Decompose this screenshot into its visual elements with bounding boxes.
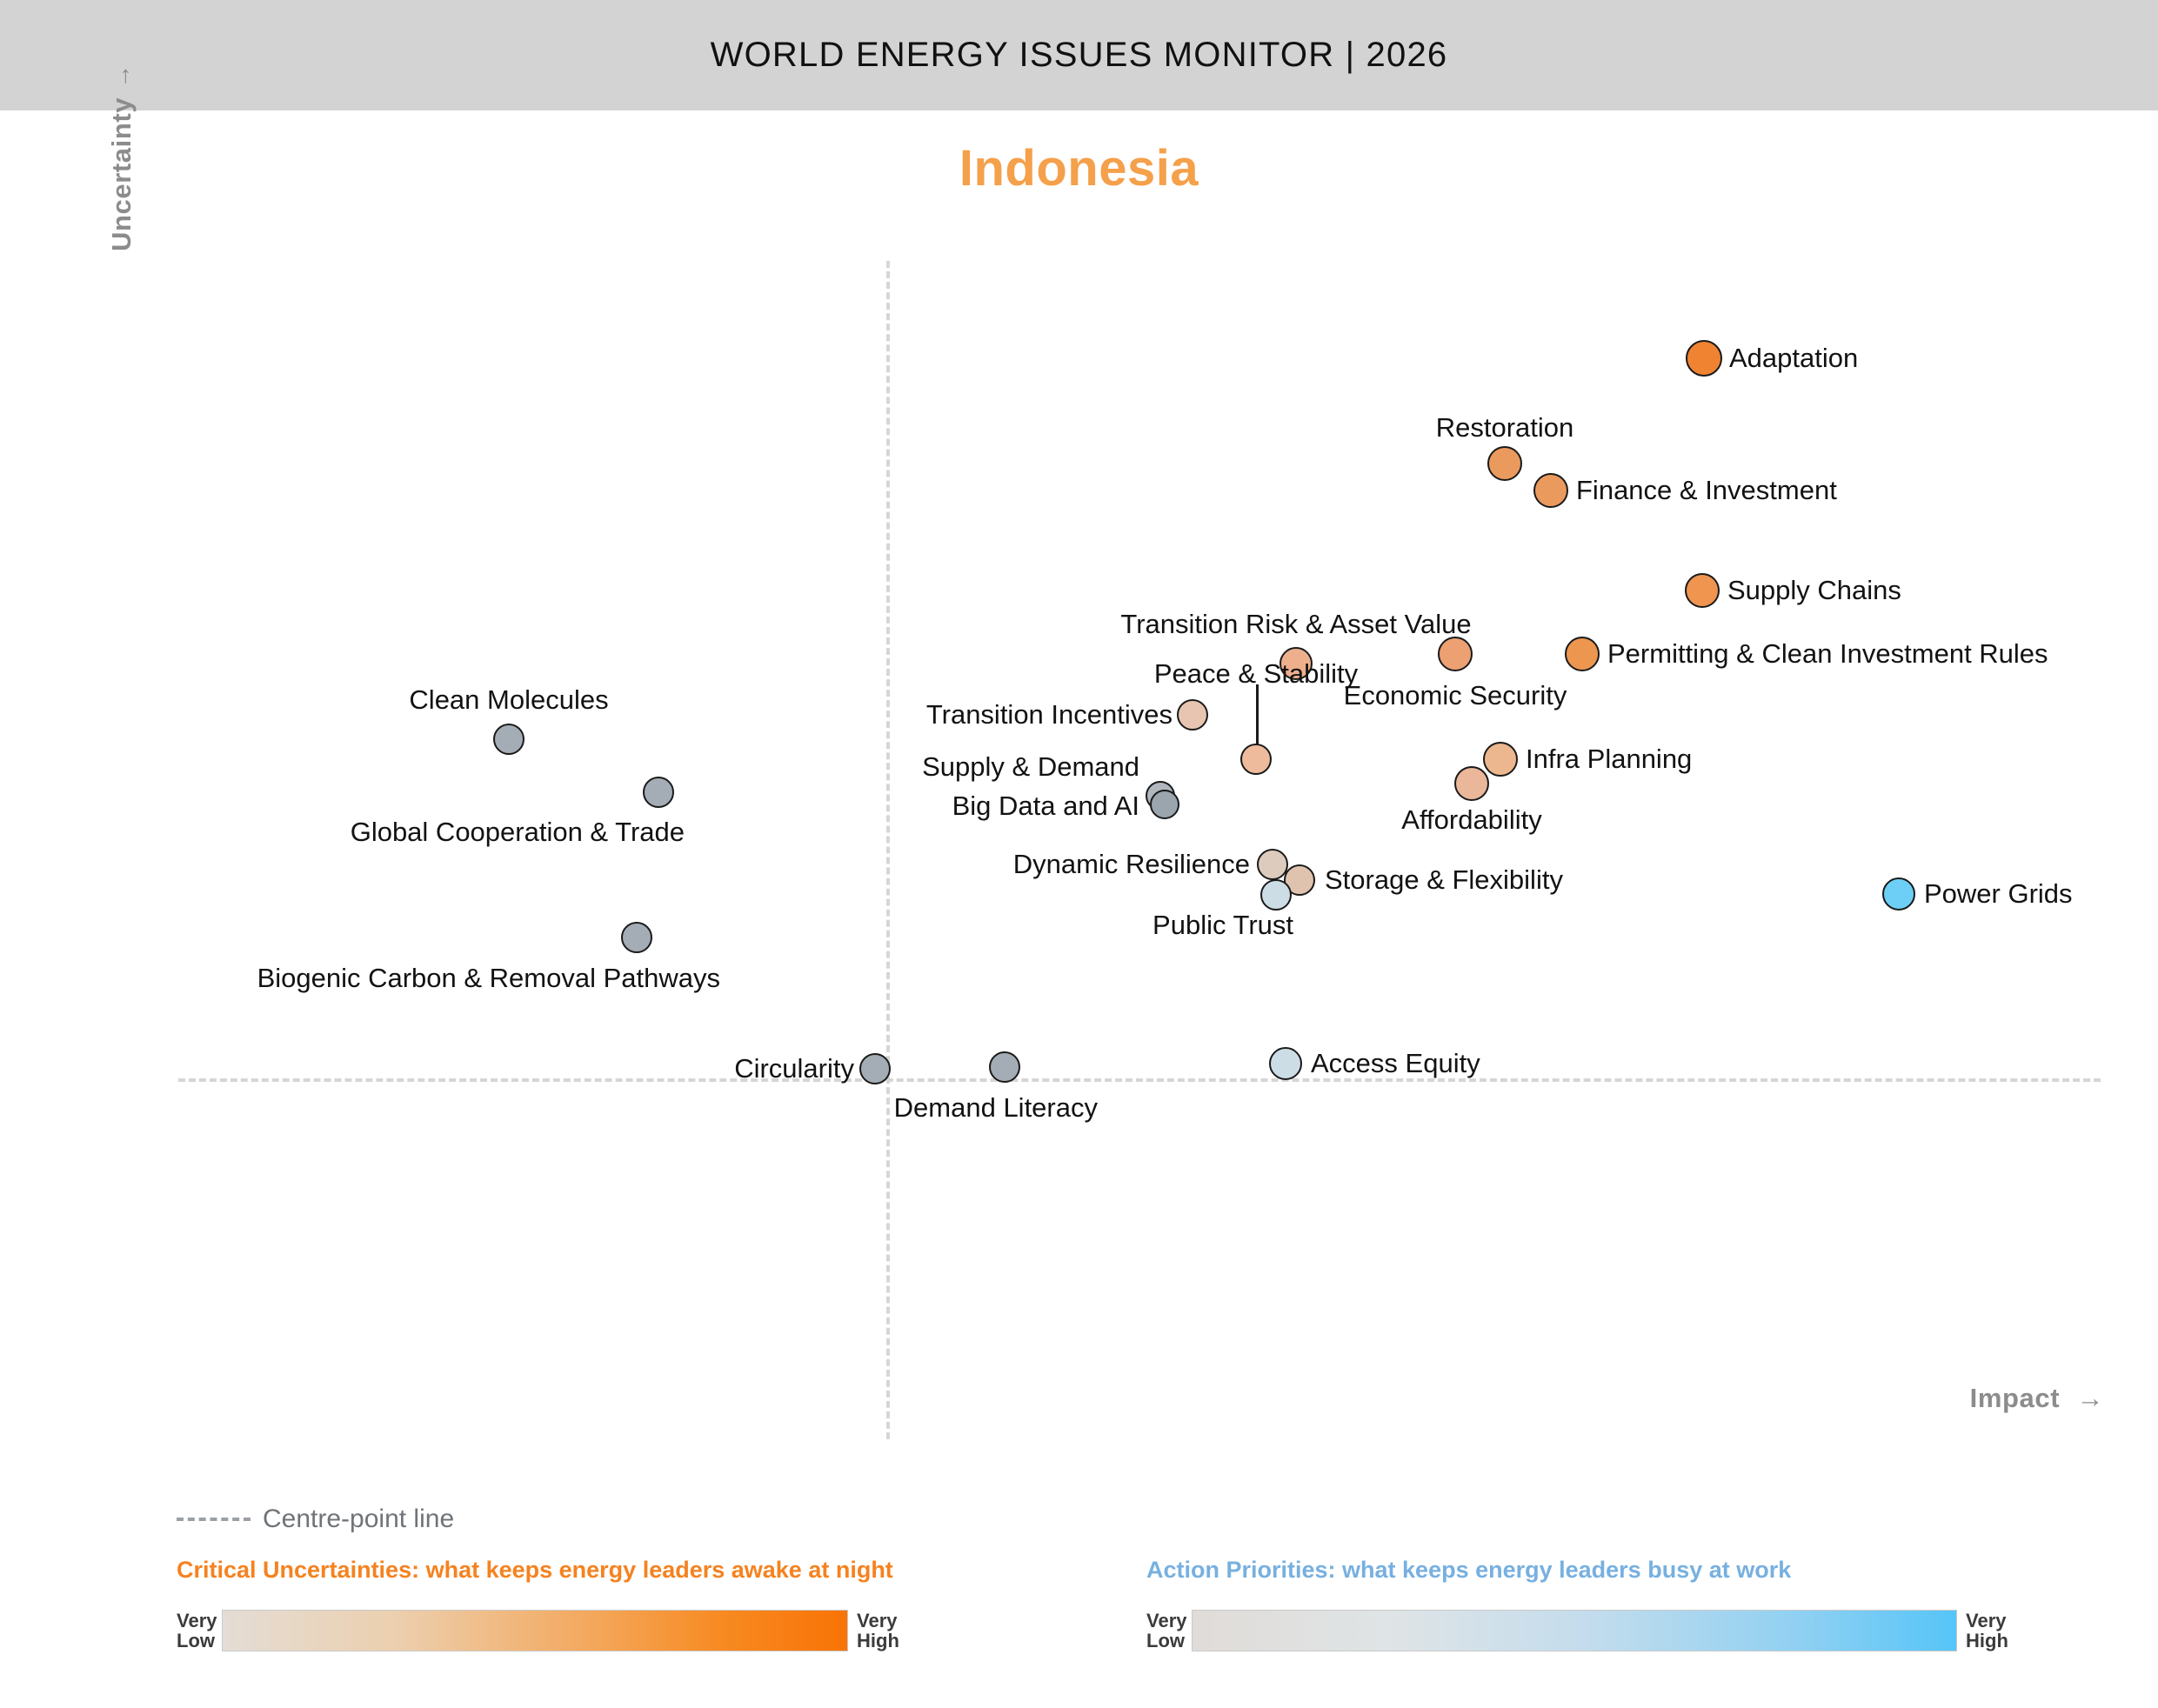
x-axis-label: Impact →	[1970, 1383, 2104, 1414]
bubble-label-demand-literacy: Demand Literacy	[893, 1092, 1098, 1123]
bubble-supply-chains[interactable]	[1685, 573, 1720, 608]
bubble-permitting[interactable]	[1565, 637, 1600, 671]
bubble-affordability[interactable]	[1454, 766, 1489, 801]
bubble-label-biogenic-carbon: Biogenic Carbon & Removal Pathways	[257, 963, 720, 993]
bubble-dynamic-resilience[interactable]	[1257, 849, 1288, 880]
legend-uncertainties-low-line1: Very	[177, 1609, 217, 1631]
bubble-label-circularity: Circularity	[734, 1053, 854, 1084]
legend-uncertainties-low-line2: Low	[177, 1630, 215, 1651]
bubble-economic-security[interactable]	[1438, 637, 1473, 671]
bubble-label-clean-molecules: Clean Molecules	[409, 684, 609, 715]
bubble-label-supply-chains: Supply Chains	[1727, 575, 1901, 605]
legend-priorities-low-line2: Low	[1146, 1630, 1185, 1651]
dashed-line-icon	[177, 1518, 251, 1521]
legend-uncertainties-high-line1: Very	[857, 1609, 898, 1631]
bubble-demand-literacy[interactable]	[989, 1051, 1020, 1083]
legend-priorities-low-line1: Very	[1146, 1609, 1187, 1631]
centre-point-horizontal-line	[178, 1078, 2101, 1082]
bubble-access-equity[interactable]	[1269, 1047, 1302, 1080]
bubble-peace-stability[interactable]	[1240, 744, 1272, 775]
bubble-label-global-cooperation: Global Cooperation & Trade	[350, 817, 685, 847]
bubble-transition-incentives[interactable]	[1177, 699, 1208, 731]
bubble-label-big-data-ai: Big Data and AI	[952, 791, 1139, 821]
bubble-label-public-trust: Public Trust	[1152, 910, 1293, 940]
bubble-storage-flexibility[interactable]	[1284, 864, 1315, 896]
bubble-biogenic-carbon[interactable]	[621, 922, 652, 953]
centre-point-line-label: Centre-point line	[263, 1505, 455, 1533]
bubble-label-finance-investment: Finance & Investment	[1576, 475, 1837, 505]
bubble-label-economic-security: Economic Security	[1343, 680, 1567, 711]
bubble-public-trust[interactable]	[1260, 879, 1292, 911]
bubble-label-storage-flexibility: Storage & Flexibility	[1325, 864, 1563, 895]
bubble-label-peace-stability: Peace & Stability	[1153, 658, 1359, 689]
bubble-finance-investment[interactable]	[1533, 473, 1568, 508]
legend-uncertainties-low: Very Low	[177, 1610, 222, 1651]
bubble-restoration[interactable]	[1487, 446, 1522, 481]
bubble-big-data-ai[interactable]	[1150, 790, 1179, 819]
bubble-label-power-grids: Power Grids	[1924, 878, 2073, 909]
legend-priorities-heading: Action Priorities: what keeps energy lea…	[1146, 1557, 1792, 1583]
legend-uncertainties-gradient-bar	[222, 1610, 848, 1651]
bubble-label-infra-planning: Infra Planning	[1526, 744, 1693, 774]
header-bar: WORLD ENERGY ISSUES MONITOR | 2026	[0, 0, 2158, 110]
bubble-label-affordability: Affordability	[1401, 804, 1542, 835]
legend-uncertainties-high: Very High	[857, 1610, 902, 1651]
legend-priorities-low: Very Low	[1146, 1610, 1192, 1651]
legend-priorities-high-line1: Very	[1966, 1609, 2007, 1631]
bubble-power-grids[interactable]	[1882, 877, 1915, 911]
bubble-adaptation[interactable]	[1686, 340, 1722, 377]
bubble-label-dynamic-resilience: Dynamic Resilience	[1012, 849, 1250, 879]
bubble-transition-risk[interactable]	[1279, 647, 1313, 680]
legend-priorities-high: Very High	[1966, 1610, 2011, 1651]
arrow-right-icon: →	[2076, 1383, 2104, 1413]
leader-line-peace-stability	[1256, 684, 1259, 759]
legend-uncertainties: Critical Uncertainties: what keeps energ…	[177, 1557, 1046, 1651]
bubble-circularity[interactable]	[859, 1053, 891, 1084]
legend-priorities: Action Priorities: what keeps energy lea…	[1146, 1557, 2016, 1651]
bubble-label-permitting: Permitting & Clean Investment Rules	[1607, 638, 2048, 669]
bubble-label-restoration: Restoration	[1435, 412, 1574, 443]
legend: Centre-point line Critical Uncertainties…	[0, 1505, 2158, 1708]
bubble-global-cooperation[interactable]	[643, 777, 674, 808]
legend-priorities-high-line2: High	[1966, 1630, 2008, 1651]
bubble-infra-planning[interactable]	[1483, 742, 1518, 777]
legend-uncertainties-scale: Very Low Very High	[177, 1610, 1046, 1651]
legend-uncertainties-high-line2: High	[857, 1630, 899, 1651]
page-title: WORLD ENERGY ISSUES MONITOR | 2026	[710, 36, 1448, 74]
country-title: Indonesia	[959, 140, 1199, 197]
legend-uncertainties-heading: Critical Uncertainties: what keeps energ…	[177, 1557, 893, 1583]
legend-priorities-scale: Very Low Very High	[1146, 1610, 2016, 1651]
bubble-label-transition-risk: Transition Risk & Asset Value	[1120, 609, 1472, 639]
legend-priorities-gradient-bar	[1192, 1610, 1957, 1651]
centre-point-line-key: Centre-point line	[177, 1505, 454, 1534]
bubble-clean-molecules[interactable]	[493, 724, 524, 755]
bubble-label-adaptation: Adaptation	[1729, 343, 1859, 373]
x-axis-label-text: Impact	[1969, 1383, 2061, 1413]
centre-point-vertical-line	[886, 261, 890, 1439]
bubble-label-supply-demand: Supply & Demand	[922, 751, 1139, 782]
bubble-label-access-equity: Access Equity	[1311, 1048, 1480, 1078]
bubble-label-transition-incentives: Transition Incentives	[925, 699, 1173, 730]
